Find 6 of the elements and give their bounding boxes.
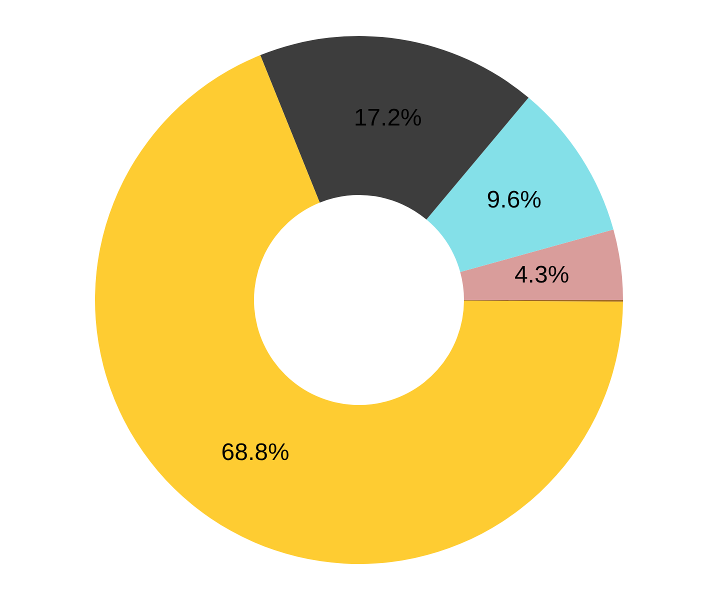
data-label: 17.2%	[354, 104, 422, 132]
donut-slice	[460, 230, 623, 300]
data-label: 4.3%	[514, 262, 570, 289]
data-label: 9.6%	[486, 186, 542, 214]
data-label: 68.8%	[221, 439, 290, 466]
donut-slice	[95, 55, 623, 564]
